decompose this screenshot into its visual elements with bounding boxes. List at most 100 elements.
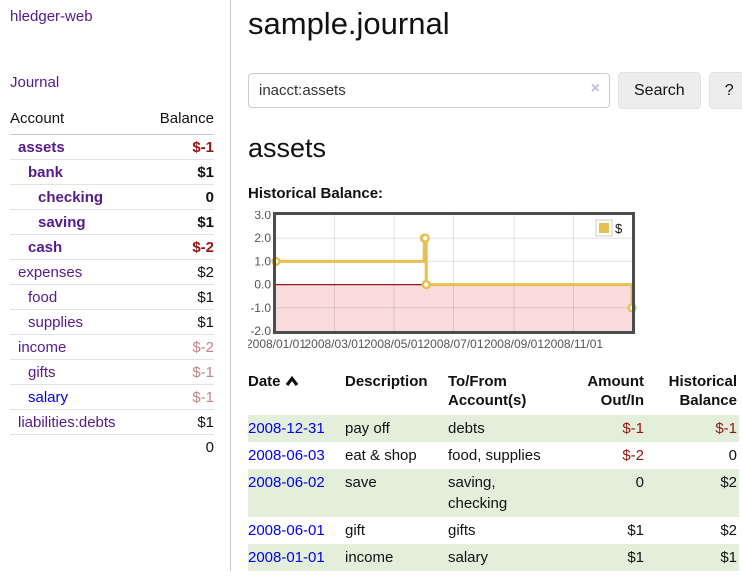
svg-text:2008/01/01: 2008/01/01 <box>248 337 306 351</box>
account-balance: $-1 <box>144 384 214 410</box>
account-link-income[interactable]: income <box>18 339 67 356</box>
account-row: expenses $2 <box>10 259 214 285</box>
register-description-cell: pay off <box>345 414 448 442</box>
account-balance: $-2 <box>144 234 214 260</box>
search-input[interactable] <box>248 73 610 108</box>
register-balance-cell: $2 <box>720 521 737 539</box>
chart-svg: $3.0 2.0 1.0 0.0 -1.0 -2.02008/01/012008/03/0… <box>246 208 637 351</box>
register-date-cell: 2008-06-01 <box>248 517 345 544</box>
register-amount-cell: $-1 <box>568 414 646 442</box>
sort-ascending-icon <box>285 375 298 386</box>
sidebar: hledger-web Journal Account Balance asse… <box>0 0 231 571</box>
account-name-cell: liabilities:debts <box>10 409 145 435</box>
search-row: × Search ? <box>248 72 742 109</box>
account-name-cell: assets <box>10 134 145 160</box>
account-name-cell: checking <box>10 184 145 210</box>
account-link-checking[interactable]: checking <box>38 189 104 206</box>
register-accounts-cell: gifts <box>448 521 476 539</box>
register-header-row: Date Description To/From Account(s) Amou… <box>248 371 739 415</box>
search-button[interactable]: Search <box>618 72 701 109</box>
account-link-food[interactable]: food <box>28 289 58 306</box>
account-name-cell: supplies <box>10 309 145 335</box>
account-balance: $1 <box>144 209 214 235</box>
register-date-cell: 2008-06-02 <box>248 468 345 517</box>
account-link-cash[interactable]: cash <box>28 239 63 256</box>
register-description-cell: eat & shop <box>345 446 417 464</box>
account-link-salary[interactable]: salary <box>28 389 69 406</box>
register-col-date[interactable]: Date <box>248 371 345 415</box>
accounts-total-value: 0 <box>144 434 214 460</box>
search-wrap: × <box>248 73 610 108</box>
help-button[interactable]: ? <box>708 72 742 109</box>
svg-text:2008/11/01: 2008/11/01 <box>544 337 603 351</box>
transaction-date-link[interactable]: 2008-12-31 <box>248 419 325 437</box>
account-link-expenses[interactable]: expenses <box>18 264 83 281</box>
account-name-cell: income <box>10 334 145 360</box>
transaction-date-link[interactable]: 2008-06-01 <box>248 521 325 539</box>
svg-text:3.0: 3.0 <box>254 211 271 222</box>
svg-text:$: $ <box>615 221 623 236</box>
account-link-bank[interactable]: bank <box>28 164 64 181</box>
account-name-cell: expenses <box>10 259 145 285</box>
account-balance: 0 <box>144 184 214 210</box>
register-description-cell: income <box>345 543 448 571</box>
svg-text:-2.0: -2.0 <box>250 324 271 338</box>
account-row: food $1 <box>10 284 214 310</box>
register-balance-cell: $1 <box>646 543 739 571</box>
account-name-cell: salary <box>10 384 145 410</box>
historical-balance-chart: $3.0 2.0 1.0 0.0 -1.0 -2.0 2008/01/01 2008/03/0… <box>246 208 742 357</box>
register-amount-cell: 0 <box>568 468 646 517</box>
accounts-table: Account Balance assets $-1 bank $1 checking 0… <box>10 104 214 460</box>
account-link-liabilities-debts[interactable]: liabilities:debts <box>18 414 116 431</box>
svg-text:2008/05/01: 2008/05/01 <box>364 337 424 351</box>
accounts-col-account: Account <box>10 104 145 135</box>
register-description-cell: save <box>345 468 448 517</box>
svg-text:2.0: 2.0 <box>254 231 271 245</box>
register-amount-cell: $1 <box>568 543 646 571</box>
transaction-date-link[interactable]: 2008-06-03 <box>248 446 325 464</box>
register-balance-cell: 0 <box>728 446 737 464</box>
account-row: liabilities:debts $1 <box>10 409 214 435</box>
transaction-date-link[interactable]: 2008-01-01 <box>248 548 325 566</box>
account-link-gifts[interactable]: gifts <box>28 364 56 381</box>
account-balance: $1 <box>144 159 214 185</box>
sidebar-item-journal[interactable]: Journal <box>10 74 60 91</box>
account-balance: $-2 <box>144 334 214 360</box>
account-heading: assets <box>248 133 327 163</box>
accounts-total-row: 0 <box>10 434 214 460</box>
register-col-description: Description <box>345 373 428 390</box>
register-balance-cell: $2 <box>646 468 739 517</box>
register-accounts-cell: salary <box>448 543 568 571</box>
account-row: supplies $1 <box>10 309 214 335</box>
account-row: bank $1 <box>10 159 214 185</box>
transaction-date-link[interactable]: 2008-06-02 <box>248 473 325 491</box>
register-col-date-label: Date <box>248 373 281 390</box>
chart-title: Historical Balance: <box>248 185 384 202</box>
register-amount-cell: $-2 <box>622 446 644 464</box>
register-row: 2008-12-31 pay off debts $-1 $-1 <box>248 414 739 442</box>
chart-legend: $ <box>595 219 623 237</box>
account-row: cash $-2 <box>10 234 214 260</box>
register-col-balance: Historical Balance <box>668 373 737 409</box>
account-name-cell: saving <box>10 209 145 235</box>
account-row: gifts $-1 <box>10 359 214 385</box>
account-link-supplies[interactable]: supplies <box>28 314 84 331</box>
account-name-cell: gifts <box>10 359 145 385</box>
account-balance: $-1 <box>144 134 214 160</box>
account-row: checking 0 <box>10 184 214 210</box>
app-title-link[interactable]: hledger-web <box>10 8 93 25</box>
register-col-accounts: To/From Account(s) <box>448 373 527 409</box>
clear-search-icon[interactable]: × <box>590 80 600 97</box>
account-link-saving[interactable]: saving <box>38 214 86 231</box>
register-table: Date Description To/From Account(s) Amou… <box>248 371 739 571</box>
account-balance: $2 <box>144 259 214 285</box>
account-balance: $1 <box>144 309 214 335</box>
svg-text:2008/03/01: 2008/03/01 <box>304 337 364 351</box>
register-accounts-cell: debts <box>448 414 568 442</box>
register-row: 2008-06-02 save saving, checking 0 $2 <box>248 468 739 517</box>
account-balance: $1 <box>144 284 214 310</box>
account-link-assets[interactable]: assets <box>18 139 65 156</box>
accounts-total-spacer <box>10 434 145 460</box>
page-title: sample.journal <box>248 6 450 41</box>
register-row: 2008-06-03 eat & shop food, supplies $-2 0 <box>248 442 739 469</box>
